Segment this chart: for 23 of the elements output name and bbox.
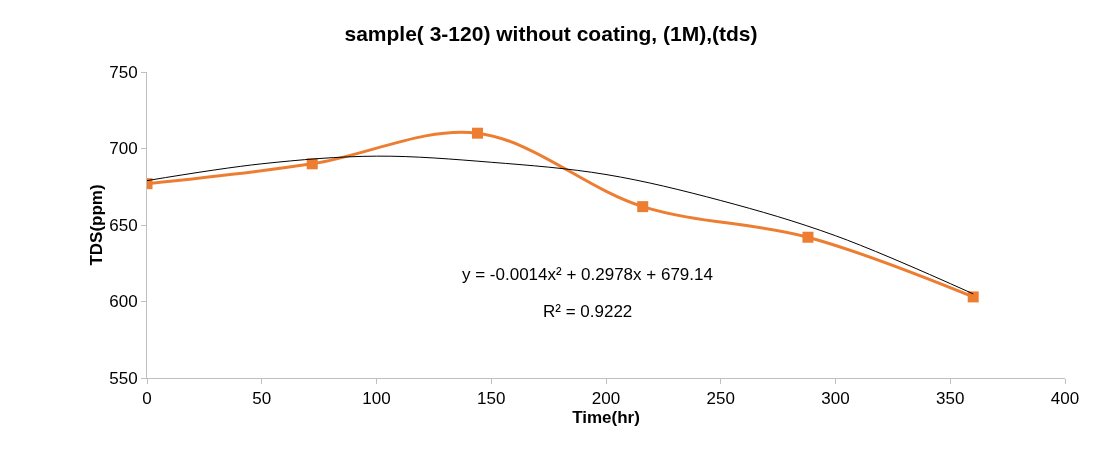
- annotation: y = -0.0014x² + 0.2978x + 679.14: [462, 265, 713, 284]
- y-tick-label: 650: [109, 215, 138, 235]
- chart-title: sample( 3-120) without coating, (1M),(tds): [344, 22, 758, 46]
- x-tick-label: 50: [252, 389, 272, 409]
- annotation: R² = 0.9222: [543, 302, 633, 321]
- x-tick-label: 300: [821, 389, 850, 409]
- x-tick-label: 200: [591, 389, 621, 409]
- x-tick-label: 250: [706, 389, 735, 409]
- x-tick-label: 150: [477, 389, 506, 409]
- y-tick-label: 700: [109, 139, 138, 159]
- x-tick-label: 350: [936, 389, 965, 409]
- x-axis-title: Time(hr): [572, 408, 640, 428]
- point: [802, 231, 814, 243]
- y-tick-label: 550: [109, 368, 138, 388]
- point: [637, 201, 649, 213]
- y-tick-label: 600: [109, 292, 138, 312]
- x-tick-label: 0: [142, 389, 152, 409]
- point: [967, 291, 979, 303]
- x-tick-label: 400: [1050, 389, 1080, 409]
- y-axis-title: TDS(ppm): [86, 184, 106, 266]
- point: [471, 127, 483, 139]
- x-tick-label: 100: [362, 389, 391, 409]
- y-tick-label: 750: [109, 62, 138, 82]
